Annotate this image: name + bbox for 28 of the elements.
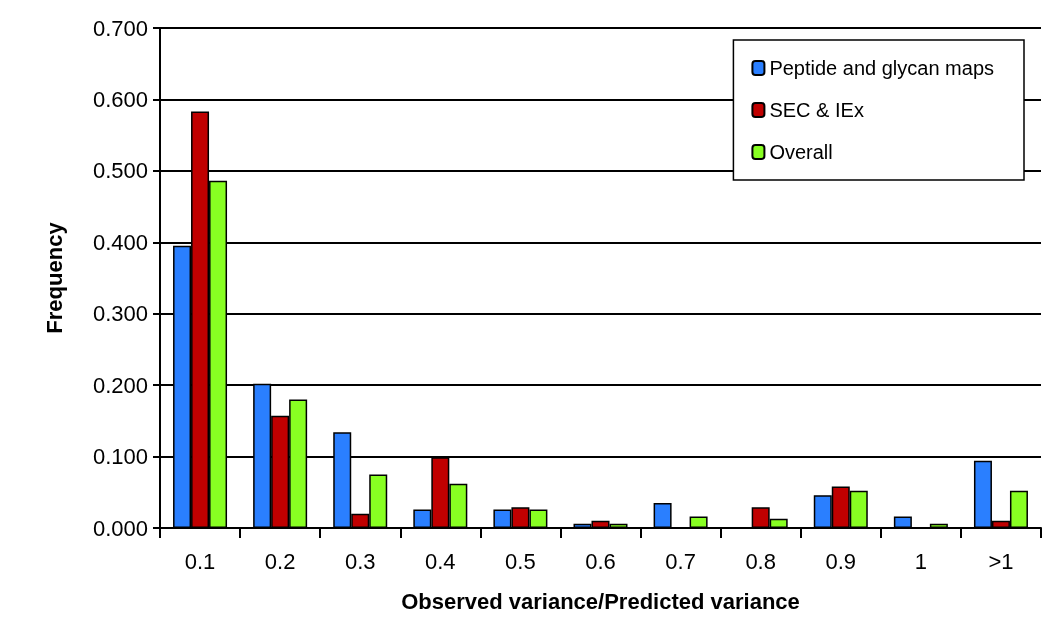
bar xyxy=(653,503,672,528)
y-tick-label: 0.100 xyxy=(92,444,148,470)
x-tick-label: >1 xyxy=(988,548,1014,574)
y-tick-label: 0.400 xyxy=(92,229,148,255)
bar xyxy=(689,516,708,528)
x-tick-label: 0.8 xyxy=(745,548,776,574)
x-tick-label: 0.2 xyxy=(264,548,296,574)
y-tick-label: 0.500 xyxy=(92,158,148,184)
x-tick-label: 0.3 xyxy=(344,548,376,574)
x-tick-label: 0.4 xyxy=(425,548,456,574)
x-tick-label: 0.6 xyxy=(585,548,616,574)
y-tick-label: 0.000 xyxy=(92,515,148,541)
y-tick-label: 0.300 xyxy=(92,301,148,327)
y-tick-label: 0.700 xyxy=(92,15,148,41)
legend-label: Overall xyxy=(769,141,833,163)
x-tick-label: 1 xyxy=(914,548,927,574)
bar xyxy=(929,523,948,528)
x-tick-label: 0.9 xyxy=(825,548,857,574)
x-axis-title: Observed variance/Predicted variance xyxy=(401,588,800,614)
x-tick-label: 0.1 xyxy=(184,548,216,574)
x-tick-label: 0.5 xyxy=(505,548,536,574)
legend-label: Peptide and glycan maps xyxy=(769,57,994,79)
legend-label: SEC & IEx xyxy=(769,99,864,121)
x-tick-label: 0.7 xyxy=(665,548,696,574)
y-tick-label: 0.600 xyxy=(92,86,148,112)
y-tick-label: 0.200 xyxy=(92,372,148,398)
bar xyxy=(893,516,912,528)
y-axis-title: Frequency xyxy=(41,221,67,334)
